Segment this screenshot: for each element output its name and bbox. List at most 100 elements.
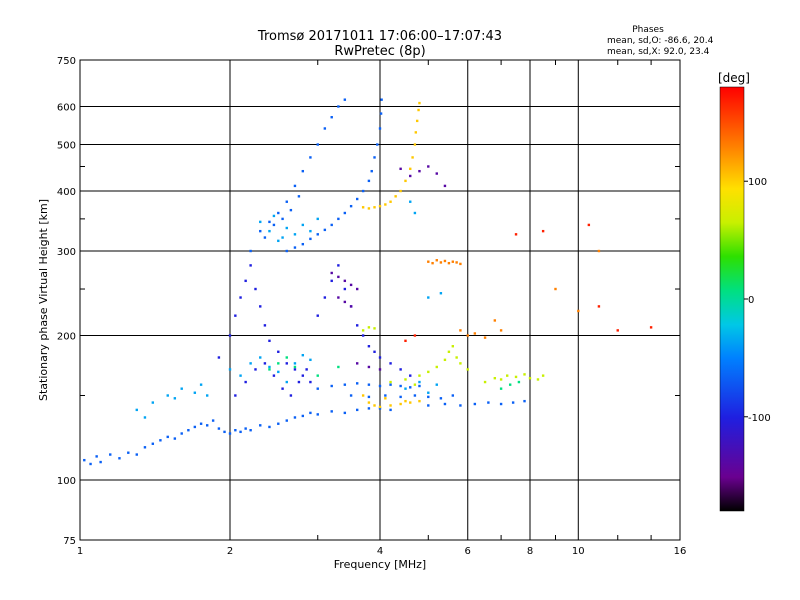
data-point	[205, 424, 209, 427]
plot-frame	[79, 59, 681, 541]
data-point	[151, 442, 155, 445]
data-point	[373, 404, 376, 407]
data-point	[217, 427, 221, 430]
data-point	[413, 383, 417, 386]
data-point	[514, 375, 518, 379]
data-point	[370, 169, 373, 173]
data-point	[355, 324, 359, 327]
data-point	[268, 229, 271, 233]
data-point	[316, 374, 319, 377]
data-point	[378, 405, 382, 409]
data-point	[404, 387, 407, 390]
data-point	[301, 242, 305, 246]
data-point	[143, 446, 147, 449]
x-tick-label: 2	[227, 546, 233, 557]
data-point	[263, 324, 267, 327]
data-point	[289, 208, 293, 212]
data-point	[173, 397, 177, 400]
data-point	[99, 460, 102, 464]
data-point	[367, 383, 371, 386]
data-point	[234, 429, 237, 432]
colorbar-tick-label: 0	[748, 295, 754, 306]
data-point	[499, 402, 503, 406]
data-point	[427, 391, 430, 394]
data-point	[399, 395, 402, 399]
data-point	[415, 119, 419, 123]
data-point	[285, 419, 288, 422]
data-point	[447, 350, 451, 353]
data-point	[309, 380, 312, 384]
data-point	[418, 384, 421, 388]
data-point	[301, 414, 305, 418]
data-point	[451, 394, 455, 397]
data-point	[349, 394, 353, 397]
data-point	[343, 287, 347, 291]
data-point	[451, 260, 455, 263]
data-point	[378, 204, 382, 208]
data-point	[459, 329, 462, 332]
data-point	[649, 326, 653, 329]
data-point	[499, 329, 503, 332]
data-point	[439, 292, 443, 295]
data-point	[89, 462, 92, 466]
data-point	[234, 314, 237, 317]
data-point	[285, 362, 288, 365]
data-point	[193, 425, 197, 429]
data-point	[413, 334, 417, 337]
data-point	[143, 416, 147, 419]
data-point	[376, 143, 379, 146]
data-point	[367, 345, 371, 348]
data-point	[166, 435, 169, 439]
data-point	[361, 329, 365, 332]
y-tick-label: 300	[57, 247, 76, 258]
data-point	[443, 358, 447, 362]
data-point	[309, 237, 312, 241]
data-point	[435, 172, 438, 175]
chart-subtitle: RwPretec (8p)	[334, 44, 425, 59]
data-point	[355, 287, 359, 291]
data-point	[541, 229, 545, 233]
y-tick-label: 500	[57, 141, 76, 152]
data-point	[268, 339, 271, 343]
data-point	[228, 334, 232, 337]
data-point	[389, 404, 392, 407]
data-point	[409, 386, 412, 389]
data-point	[234, 394, 237, 397]
data-point	[455, 261, 458, 264]
data-point	[389, 383, 392, 386]
data-point	[337, 296, 340, 299]
data-point	[536, 378, 540, 381]
data-point	[404, 179, 407, 183]
data-point	[514, 233, 518, 236]
x-tick-label: 8	[527, 546, 533, 557]
data-point	[109, 453, 112, 456]
data-point	[277, 422, 280, 425]
data-point	[309, 229, 312, 233]
data-point	[447, 261, 451, 265]
data-point	[439, 261, 443, 264]
data-point	[355, 362, 359, 365]
data-point	[293, 416, 297, 419]
data-point	[323, 127, 327, 130]
data-point	[413, 211, 417, 215]
data-point	[330, 384, 333, 388]
data-point	[367, 401, 371, 404]
data-point	[473, 402, 477, 406]
data-point	[272, 374, 276, 377]
data-point	[277, 370, 280, 374]
data-point	[343, 300, 347, 304]
data-point	[127, 451, 130, 454]
data-point	[289, 394, 293, 397]
data-point	[217, 356, 221, 359]
data-point	[459, 362, 462, 365]
data-point	[285, 200, 288, 203]
data-point	[309, 358, 312, 362]
data-point	[309, 411, 312, 415]
data-point	[451, 345, 455, 348]
x-tick-label: 1	[77, 546, 83, 557]
data-point	[361, 394, 365, 397]
data-point	[343, 211, 347, 215]
data-point	[281, 217, 284, 221]
data-point	[427, 404, 430, 407]
data-point	[228, 368, 232, 371]
